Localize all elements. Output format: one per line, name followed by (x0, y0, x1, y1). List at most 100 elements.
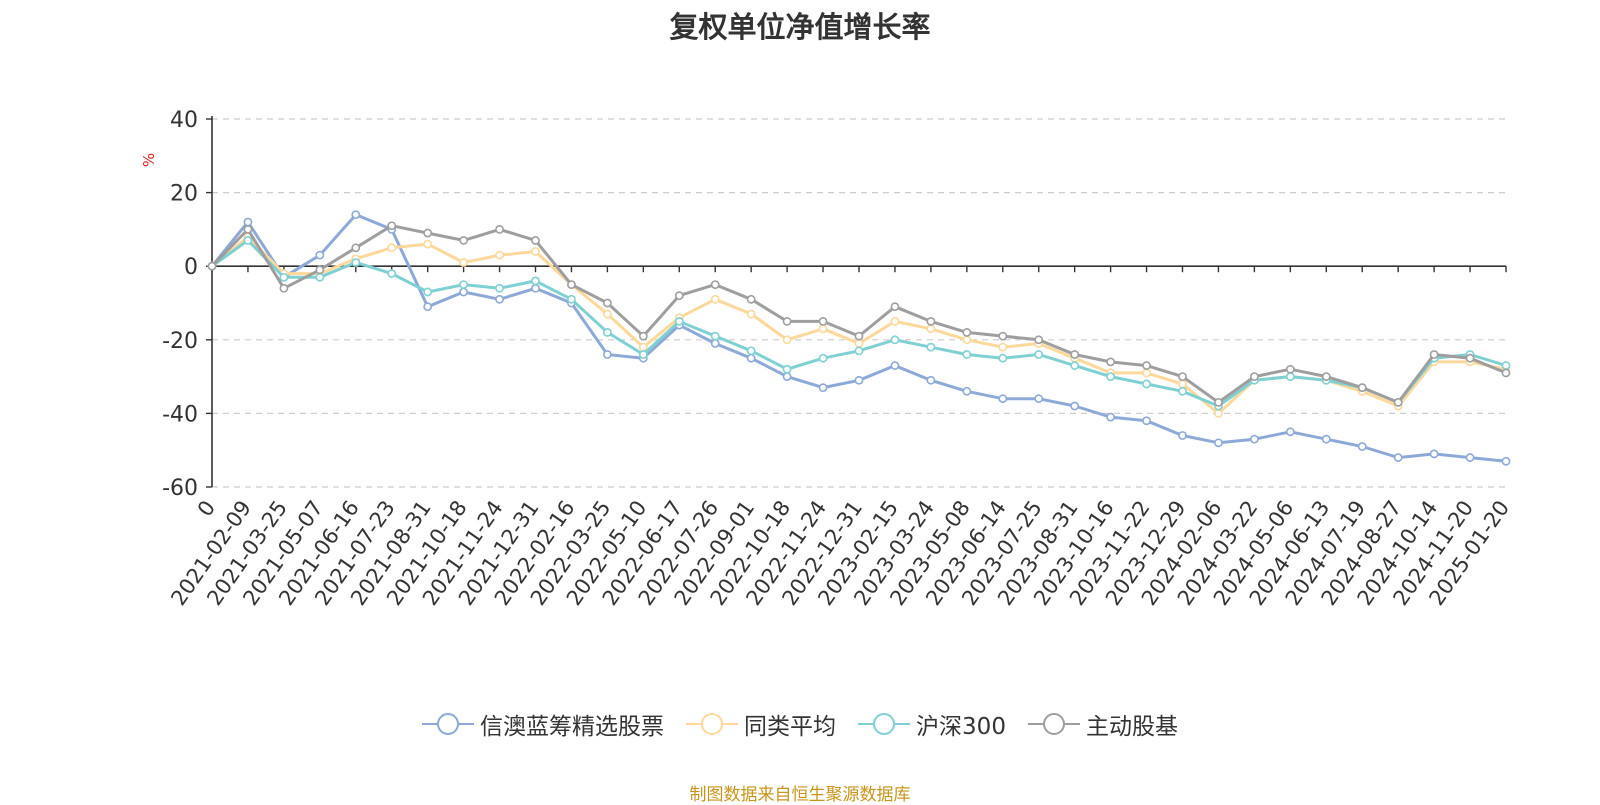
series-0-point (315, 250, 325, 260)
series-2-point (243, 236, 253, 245)
series-2-point (495, 283, 504, 293)
series-2-point (459, 280, 469, 289)
series-3-point (1321, 372, 1331, 381)
legend-item[interactable]: 同类平均 (686, 707, 836, 741)
series-2-point (998, 353, 1008, 363)
series-2-point (782, 364, 792, 374)
series-2-point (1285, 372, 1295, 381)
legend-label: 主动股基 (1085, 714, 1178, 740)
series-3-point (423, 228, 433, 238)
series-0-point (423, 302, 433, 312)
series-1-point (1214, 408, 1223, 418)
legend-item[interactable]: 主动股基 (1027, 707, 1178, 741)
series-0-point (746, 353, 756, 363)
legend-label: 同类平均 (744, 714, 837, 740)
legend-label: 信澳蓝筹精选股票 (480, 714, 665, 740)
series-0-point (710, 339, 720, 348)
series-1-point (495, 250, 504, 260)
series-3-point (351, 243, 361, 253)
series-3-point (998, 331, 1008, 341)
series-3-point (243, 224, 253, 234)
series-1-point (1178, 379, 1187, 389)
series-1-point (459, 258, 469, 267)
y-axis-label: % (140, 153, 158, 167)
legend-item[interactable]: 沪深300 (858, 707, 1006, 741)
series-3-point (459, 236, 469, 245)
series-2-point (602, 328, 612, 337)
series-0-point (782, 372, 792, 381)
series-3-point (890, 302, 900, 312)
legend: 信澳蓝筹精选股票 同类平均 沪深300 主动股基 (0, 707, 1600, 741)
y-tick-label: 20 (170, 182, 198, 207)
series-1-point (998, 342, 1008, 352)
series-0-point (890, 361, 900, 370)
series-3-point (854, 331, 864, 341)
series-2-point (279, 272, 289, 282)
series-2-point (1070, 361, 1080, 370)
series-2-point (746, 346, 756, 356)
series-3-point (638, 331, 648, 341)
series-1-point (387, 243, 397, 253)
series-0-point (1285, 427, 1295, 437)
series-1-point (926, 324, 936, 334)
series-1-point (818, 324, 828, 334)
series-3-point (818, 316, 828, 326)
series-0-point (1214, 438, 1223, 448)
series-1-point (782, 335, 792, 345)
series-3-point (1357, 383, 1367, 393)
series-0-point (495, 294, 504, 304)
series-0-point (243, 217, 253, 227)
series-1-point (531, 247, 540, 256)
series-3-point (1214, 397, 1223, 407)
series-3-point (746, 294, 756, 304)
series-0-point (1393, 453, 1403, 462)
series-3-point (1034, 335, 1044, 345)
series-2-point (926, 342, 936, 352)
series-1-point (890, 316, 900, 326)
series-2-point (1178, 386, 1187, 396)
series-2-point (854, 346, 864, 356)
series-0-point (1034, 394, 1044, 404)
series-3-point (962, 328, 972, 337)
y-tick-label: 40 (170, 108, 198, 133)
series-2-point (674, 316, 684, 326)
y-tick-label: 0 (184, 255, 198, 280)
series-0-point (1501, 456, 1511, 466)
series-3-point (1393, 397, 1403, 407)
legend-swatch-icon (1027, 713, 1080, 735)
series-0-point (998, 394, 1008, 404)
series-3-point (1106, 357, 1116, 367)
legend-item[interactable]: 信澳蓝筹精选股票 (422, 707, 664, 741)
series-0-point (1106, 412, 1116, 422)
series-2-point (1106, 372, 1116, 381)
line-chart: 40200-20-40-6002021-02-092021-03-252021-… (140, 108, 1514, 610)
series-2-point (638, 350, 648, 359)
series-3-point (1465, 353, 1475, 363)
series-1-point (423, 239, 433, 249)
legend-label: 沪深300 (916, 714, 1006, 740)
series-3-point (1142, 361, 1151, 370)
series-0-point (1178, 431, 1187, 440)
series-2-point (387, 269, 397, 278)
series-3-point (1501, 368, 1511, 378)
x-tick-label: 0 (193, 496, 220, 521)
series-0-point (351, 210, 361, 220)
series-1-point (710, 294, 720, 304)
series-1-point (962, 335, 972, 345)
series-2-point (1501, 361, 1511, 370)
chart-title: 复权单位净值增长率 (669, 10, 931, 44)
series-1-point (638, 342, 648, 352)
series-3-point (926, 316, 936, 326)
series-0-point (1070, 401, 1080, 411)
series-0-point (926, 375, 936, 385)
series-3-point (531, 236, 540, 245)
series-0-point (602, 350, 612, 359)
series-0-point (962, 386, 972, 396)
y-tick-label: -60 (162, 476, 198, 501)
series-3-point (1070, 350, 1080, 359)
series-3-point (602, 298, 612, 308)
series-0-point (818, 383, 828, 393)
series-3-point (1178, 372, 1187, 381)
series-2-point (315, 272, 325, 282)
series-3-point (782, 316, 792, 326)
